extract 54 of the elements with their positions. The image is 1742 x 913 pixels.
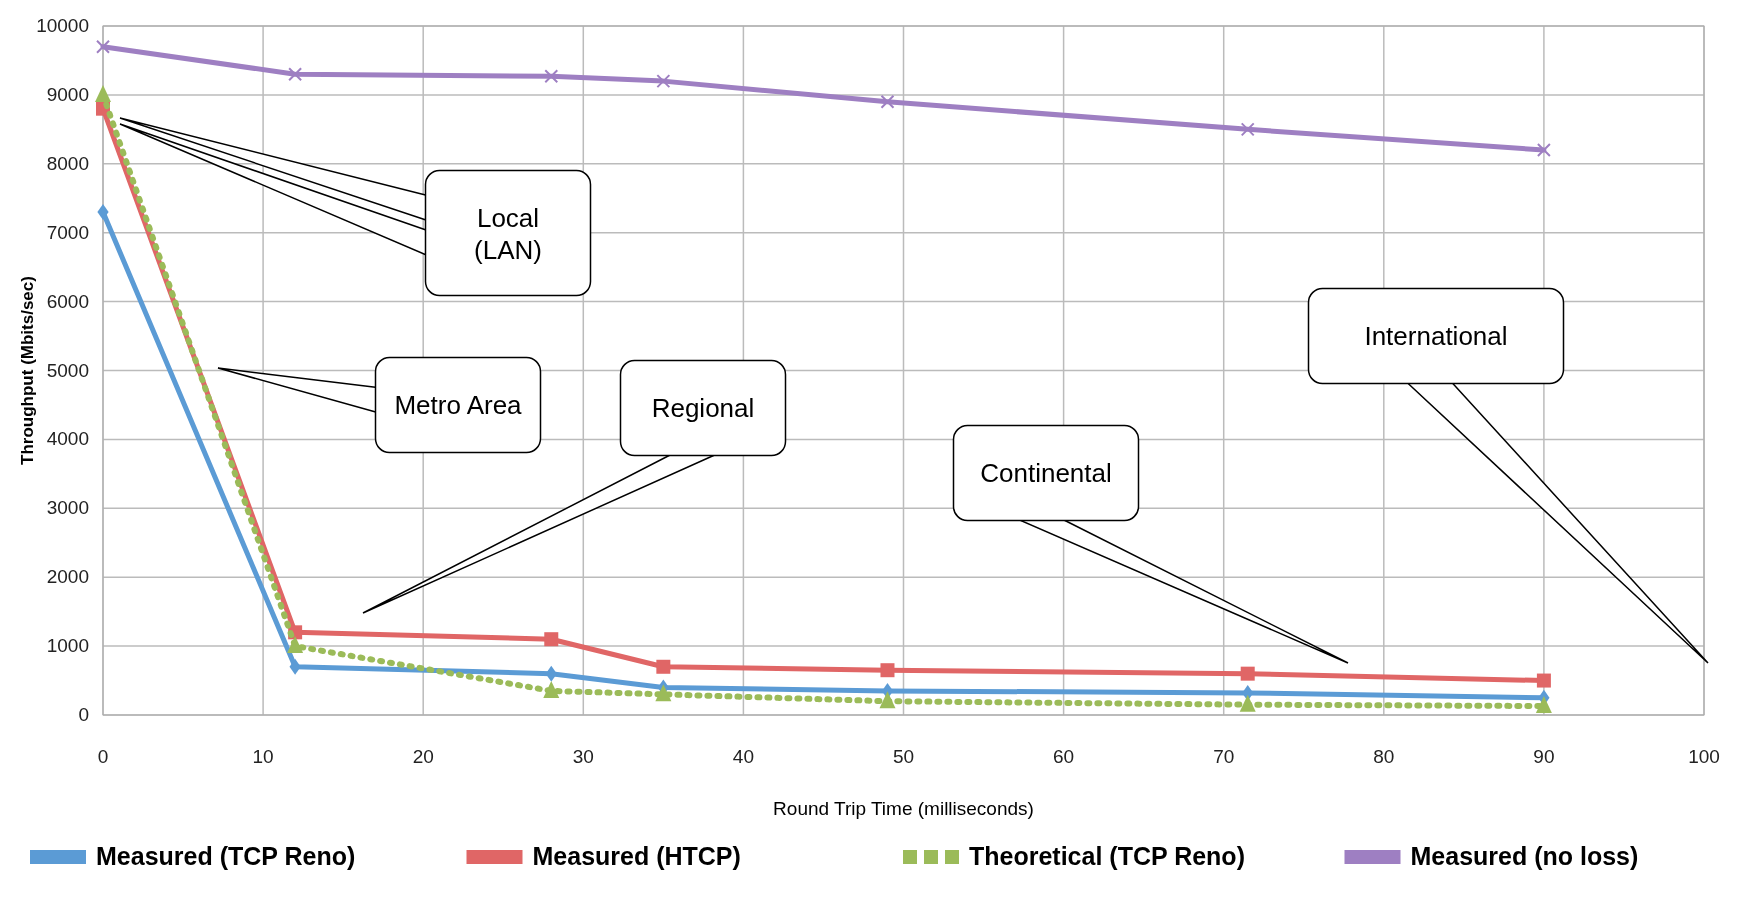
point (288, 67, 303, 82)
point (1536, 673, 1551, 688)
annotation: Continental (980, 458, 1112, 488)
y-tick-label: 10000 (36, 15, 89, 36)
point (656, 659, 671, 674)
point (543, 680, 560, 698)
y-tick-label: 9000 (46, 83, 89, 105)
point (1536, 143, 1551, 158)
point (880, 663, 895, 678)
x-tick-label: 10 (252, 746, 274, 767)
y-tick-label: 4000 (46, 428, 89, 450)
point (1239, 694, 1256, 712)
x-tick-label: 100 (1688, 746, 1720, 767)
x-tick-label: 90 (1533, 746, 1555, 767)
point (289, 658, 301, 675)
point (1240, 666, 1255, 681)
annotation: Local (LAN) (474, 203, 542, 265)
point (880, 94, 895, 109)
point (1535, 696, 1552, 714)
legend-label: Measured (no loss) (1410, 842, 1639, 870)
y-tick-label: 1000 (46, 635, 89, 657)
point (1240, 122, 1255, 137)
point (544, 632, 559, 647)
y-tick-label: 8000 (46, 152, 89, 174)
y-tick-label: 5000 (46, 359, 89, 381)
x-axis-title: Round Trip Time (milliseconds) (773, 798, 1034, 819)
annotation: Regional (651, 393, 755, 423)
y-tick-label: 3000 (46, 497, 89, 519)
x-tick-label: 50 (892, 746, 915, 767)
x-tick-label: 80 (1373, 746, 1395, 767)
x-tick-label: 60 (1053, 746, 1075, 767)
point (97, 204, 109, 221)
legend-label: Measured (TCP Reno) (96, 842, 356, 870)
point (545, 665, 557, 682)
x-tick-label: 30 (572, 746, 594, 767)
point (656, 74, 671, 89)
annotation: International (1364, 321, 1508, 351)
point (544, 69, 559, 84)
legend-label: Theoretical (TCP Reno) (969, 842, 1245, 870)
annotation: Metro Area (394, 390, 523, 420)
y-tick-label: 0 (78, 704, 89, 725)
legend-label: Measured (HTCP) (532, 842, 741, 870)
y-tick-label: 6000 (46, 290, 89, 312)
y-axis-title: Throughput (Mbits/sec) (18, 276, 37, 465)
point (655, 684, 672, 702)
x-tick-label: 0 (97, 746, 109, 767)
point (287, 636, 304, 654)
x-tick-label: 70 (1213, 746, 1235, 767)
y-tick-label: 2000 (46, 566, 89, 588)
point (879, 691, 896, 709)
x-tick-label: 40 (732, 746, 754, 767)
point (96, 39, 110, 54)
x-tick-label: 20 (412, 746, 434, 767)
y-tick-label: 7000 (46, 221, 89, 243)
